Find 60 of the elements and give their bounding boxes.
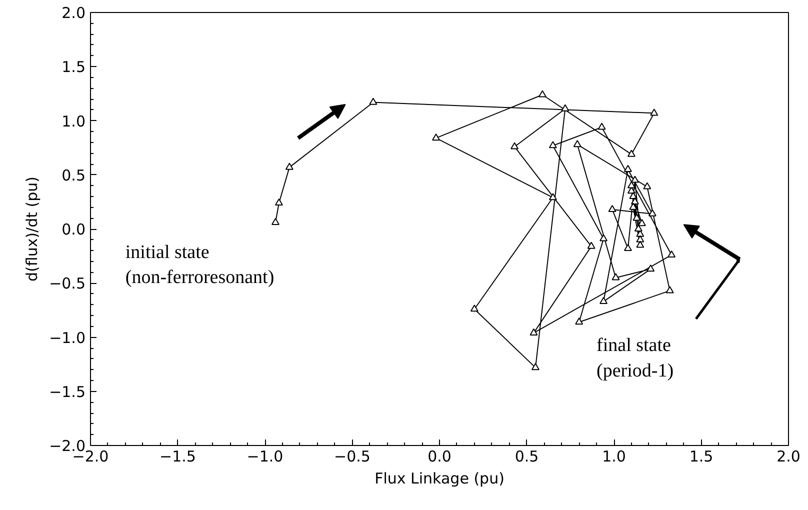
- y-tick-label: 1.0: [62, 112, 86, 130]
- point: [608, 204, 616, 212]
- point: [587, 242, 596, 249]
- x-tick-label: −0.5: [334, 448, 370, 466]
- point: [648, 209, 656, 216]
- point: [624, 244, 632, 252]
- y-tick-label: 1.5: [62, 58, 86, 76]
- y-tick-label: 0.5: [62, 166, 86, 184]
- x-tick-label: −1.5: [160, 448, 196, 466]
- point: [627, 181, 636, 188]
- point: [650, 108, 658, 116]
- x-tick-label: 0.0: [428, 448, 452, 466]
- point: [627, 150, 636, 157]
- point: [636, 240, 644, 248]
- point: [271, 218, 280, 226]
- point: [600, 296, 608, 304]
- y-tick-label: −1.0: [49, 328, 86, 347]
- point: [629, 202, 638, 210]
- x-tick-label: 1.0: [602, 448, 626, 466]
- point: [632, 214, 641, 221]
- point: [369, 98, 378, 105]
- annotation: final state (period-1): [596, 335, 674, 382]
- y-tick-label: −1.5: [49, 382, 86, 401]
- y-tick-label: −0.5: [49, 274, 86, 293]
- point: [510, 142, 519, 150]
- point: [538, 90, 546, 98]
- x-tick-label: 2.0: [776, 448, 800, 466]
- point: [548, 193, 557, 200]
- y-tick-label: 0.0: [62, 220, 86, 238]
- point: [629, 192, 638, 200]
- point: [548, 141, 557, 148]
- point: [612, 273, 620, 280]
- point: [643, 182, 652, 190]
- point: [598, 122, 606, 130]
- y-tick-label: 2.0: [62, 4, 86, 22]
- x-axis-title: Flux Linkage (pu): [374, 470, 504, 488]
- point: [285, 162, 294, 170]
- point: [432, 134, 440, 141]
- x-tick-label: 1.5: [689, 448, 714, 466]
- point: [575, 318, 584, 325]
- point: [531, 363, 540, 370]
- x-tick-label: −1.0: [246, 448, 284, 466]
- point: [636, 235, 644, 242]
- annotation: initial state (non-ferroresonant): [125, 242, 274, 288]
- point: [638, 219, 646, 226]
- y-axis-title: d(flux)/dt (pu): [23, 176, 42, 282]
- point: [646, 264, 655, 272]
- point: [630, 176, 639, 183]
- point: [668, 250, 676, 258]
- point: [274, 198, 283, 206]
- point: [470, 304, 478, 312]
- point: [573, 140, 582, 148]
- point: [634, 224, 642, 232]
- point: [666, 286, 674, 294]
- point: [530, 328, 538, 336]
- point: [561, 104, 570, 112]
- point: [630, 197, 639, 204]
- point: [600, 234, 608, 242]
- point: [624, 164, 632, 172]
- x-tick-label: 0.5: [514, 448, 539, 466]
